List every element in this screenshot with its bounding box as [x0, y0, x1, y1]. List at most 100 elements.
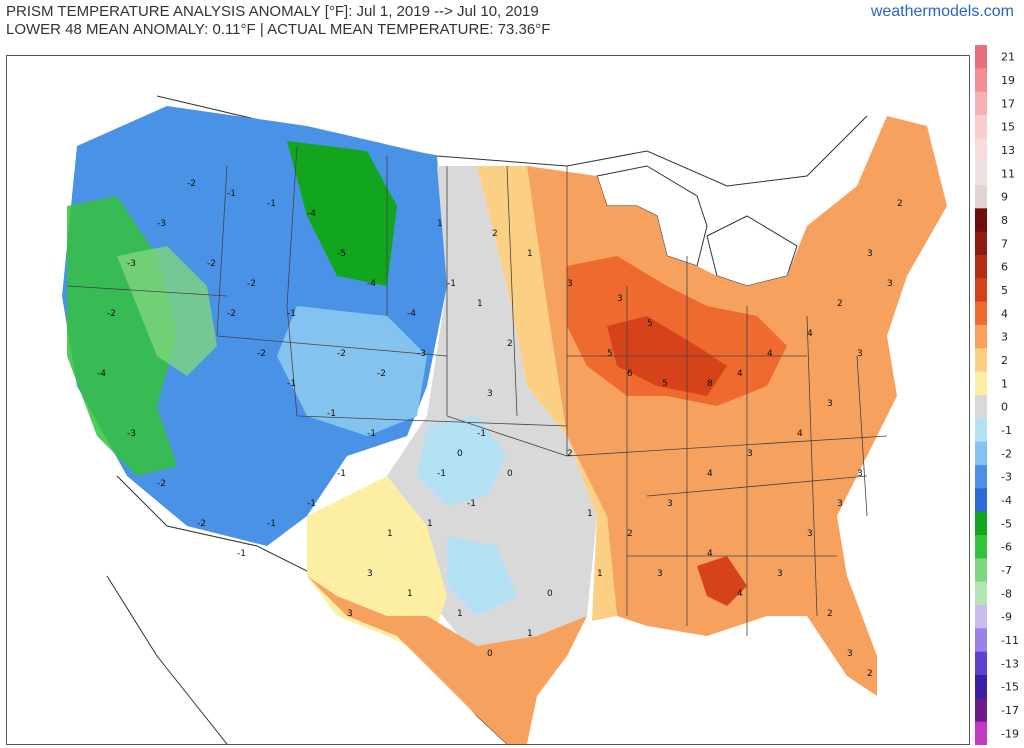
region-montana-green: [287, 141, 397, 286]
legend-label: -5: [1001, 517, 1012, 530]
legend-label: 1: [1001, 377, 1008, 390]
legend-label: 19: [1001, 74, 1015, 87]
anomaly-value-label: 3: [827, 399, 833, 409]
legend-swatch: [975, 45, 987, 69]
anomaly-value-label: 1: [527, 249, 533, 259]
anomaly-value-label: 3: [887, 279, 893, 289]
anomaly-value-label: -4: [307, 209, 316, 219]
legend-label: 3: [1001, 331, 1008, 344]
anomaly-value-label: 0: [507, 469, 513, 479]
legend-swatch: [975, 371, 987, 396]
legend-swatch: [975, 605, 987, 629]
legend-label: 17: [1001, 97, 1015, 110]
legend-swatch: [975, 651, 987, 676]
map-title: PRISM TEMPERATURE ANALYSIS ANOMALY [°F]:…: [6, 3, 550, 39]
legend-swatch: [975, 161, 987, 186]
anomaly-value-label: -1: [287, 379, 296, 389]
anomaly-value-label: -2: [157, 479, 166, 489]
region-idaho-green: [117, 246, 217, 376]
legend-label: 8: [1001, 214, 1008, 227]
anomaly-value-label: -3: [127, 259, 136, 269]
anomaly-value-label: -1: [327, 409, 336, 419]
legend-swatch: [975, 301, 987, 326]
legend-label: 21: [1001, 51, 1015, 64]
anomaly-value-label: -2: [227, 309, 236, 319]
legend-swatch: [975, 231, 987, 256]
anomaly-map: 1 2 1 3 3 5 5 6 5 8 4 4 4 2 3 2 3 3 3 4 3 4 3 2 3 4 4 3 3 3 3 2 3 2 2 1 1 0 1 0…: [6, 55, 970, 745]
legend-label: -8: [1001, 587, 1012, 600]
anomaly-value-label: -5: [337, 249, 346, 259]
anomaly-value-label: -2: [187, 179, 196, 189]
anomaly-value-label: 3: [867, 249, 873, 259]
anomaly-value-label: 3: [847, 649, 853, 659]
anomaly-value-label: 2: [867, 669, 873, 679]
anomaly-value-label: -2: [247, 279, 256, 289]
anomaly-value-label: 6: [627, 369, 633, 379]
legend-swatch: [975, 325, 987, 349]
anomaly-value-label: 3: [747, 449, 753, 459]
legend-label: 13: [1001, 144, 1015, 157]
anomaly-value-label: -1: [477, 429, 486, 439]
legend-label: -2: [1001, 447, 1012, 460]
anomaly-value-label: 2: [897, 199, 903, 209]
legend-label: -3: [1001, 471, 1012, 484]
anomaly-value-label: 5: [607, 349, 613, 359]
anomaly-value-label: 0: [457, 449, 463, 459]
anomaly-value-label: 3: [487, 389, 493, 399]
state-boundaries: [66, 145, 888, 636]
legend-label: -15: [1001, 681, 1019, 694]
anomaly-value-label: 4: [797, 429, 803, 439]
legend-label: -13: [1001, 657, 1019, 670]
anomaly-value-label: 2: [507, 339, 513, 349]
brand-link[interactable]: weathermodels.com: [870, 3, 1014, 20]
anomaly-value-label: 2: [627, 529, 633, 539]
anomaly-value-label: 2: [827, 609, 833, 619]
anomaly-value-label: -3: [417, 349, 426, 359]
legend-label: 6: [1001, 261, 1008, 274]
region-east-orange: [527, 116, 947, 696]
anomaly-value-label: -2: [197, 519, 206, 529]
anomaly-value-label: 1: [597, 569, 603, 579]
anomaly-value-label: 3: [667, 499, 673, 509]
anomaly-value-label: 1: [407, 589, 413, 599]
anomaly-value-label: -1: [267, 519, 276, 529]
anomaly-value-label: 2: [837, 299, 843, 309]
anomaly-value-label: 1: [457, 609, 463, 619]
anomaly-value-label: 1: [527, 629, 533, 639]
anomaly-value-label: 1: [437, 219, 443, 229]
anomaly-value-label: -4: [367, 279, 376, 289]
anomaly-value-label: 5: [647, 319, 653, 329]
region-alabama-red: [697, 556, 747, 606]
anomaly-value-label: 4: [707, 469, 713, 479]
legend-swatch: [975, 465, 987, 489]
legend-label: -1: [1001, 424, 1012, 437]
anomaly-value-label: 4: [737, 589, 743, 599]
anomaly-value-label: 0: [547, 589, 553, 599]
legend-swatch: [975, 138, 987, 163]
legend-swatch: [975, 68, 987, 93]
anomaly-value-label: 0: [487, 649, 493, 659]
anomaly-value-label: 3: [807, 529, 813, 539]
anomaly-map-svg: 1 2 1 3 3 5 5 6 5 8 4 4 4 2 3 2 3 3 3 4 3 4 3 2 3 4 4 3 3 3 3 2 3 2 2 1 1 0 1 0…: [62, 95, 947, 744]
legend-label: -11: [1001, 634, 1019, 647]
region-rockies-lightblue: [277, 306, 427, 436]
anomaly-value-label: 1: [387, 529, 393, 539]
legend-label: -17: [1001, 704, 1019, 717]
legend-swatch: [975, 698, 987, 723]
anomaly-value-labels: 1 2 1 3 3 5 5 6 5 8 4 4 4 2 3 2 3 3 3 4 3 4 3 2 3 4 4 3 3 3 3 2 3 2 2 1 1 0 1 0…: [97, 179, 903, 679]
anomaly-value-label: 4: [767, 349, 773, 359]
legend-label: 9: [1001, 191, 1008, 204]
anomaly-value-label: -1: [467, 499, 476, 509]
anomaly-value-label: 3: [837, 499, 843, 509]
anomaly-value-label: 2: [492, 229, 498, 239]
legend-label: 15: [1001, 121, 1015, 134]
anomaly-value-label: -3: [157, 219, 166, 229]
anomaly-value-label: 3: [777, 569, 783, 579]
region-plains-grey: [387, 166, 597, 656]
anomaly-value-label: -1: [267, 199, 276, 209]
legend-label: 7: [1001, 237, 1008, 250]
legend-swatch: [975, 628, 987, 653]
anomaly-value-label: 4: [707, 549, 713, 559]
anomaly-value-label: -1: [337, 469, 346, 479]
anomaly-value-label: -1: [237, 549, 246, 559]
